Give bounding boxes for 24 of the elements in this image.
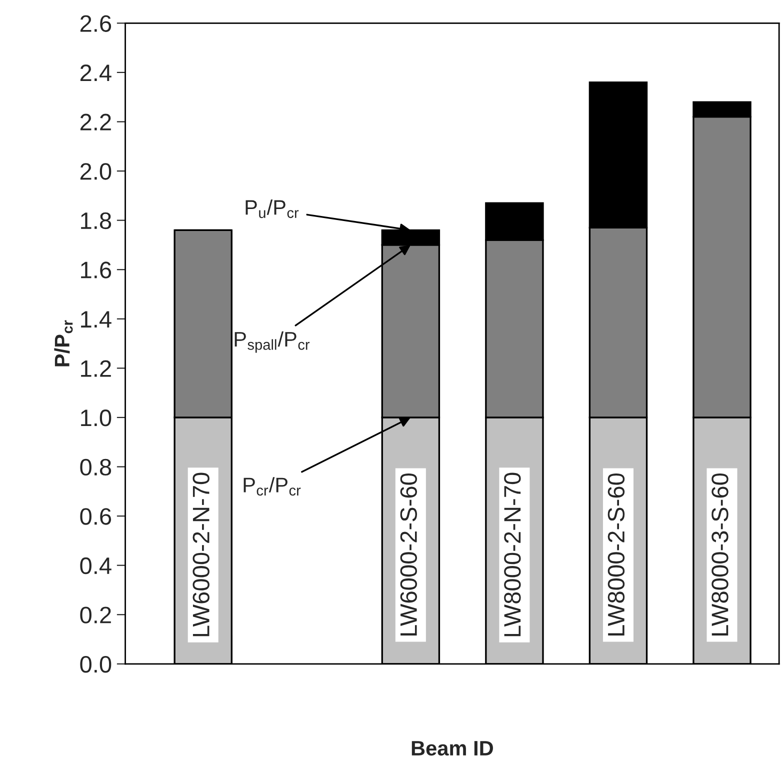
y-tick-label: 1.8	[81, 212, 112, 230]
y-tick-label: 0.6	[80, 508, 112, 525]
y-tick-label: 0.0	[80, 656, 112, 673]
annotation: P$_{cr}$/P$_{cr}$	[244, 477, 301, 496]
y-tick-label: 2.6	[80, 15, 112, 32]
y-tick-label: 1.6	[81, 262, 112, 278]
y-tick-label: 0.8	[80, 458, 112, 476]
annotation: P$_{u}$/P$_{cr}$	[246, 200, 299, 218]
y-axis-title: P/P$_{cr}$	[54, 320, 73, 366]
x-axis-title: Beam ID	[412, 741, 493, 756]
y-tick-label: 0.2	[80, 606, 111, 624]
y-tick-label: 2.4	[80, 64, 112, 82]
y-tick-label: 0.4	[80, 557, 112, 574]
x-tick-label: LW8000-3-S-60	[712, 473, 728, 636]
y-tick-label: 2.2	[80, 114, 111, 130]
x-tick-label: LW8000-2-S-60	[608, 473, 625, 636]
annotation: P$_{spall}$/P$_{cr}$	[234, 331, 310, 353]
y-tick-label: 1.2	[81, 360, 111, 377]
x-tick-label: LW8000-2-N-70	[504, 472, 521, 636]
y-tick-label: 1.4	[81, 311, 112, 328]
y-tick-label: 1.0	[81, 410, 112, 426]
x-tick-label: LW6000-2-N-70	[192, 472, 210, 636]
x-tick-label: LW6000-2-S-60	[400, 473, 418, 636]
y-tick-label: 2.0	[80, 163, 112, 180]
